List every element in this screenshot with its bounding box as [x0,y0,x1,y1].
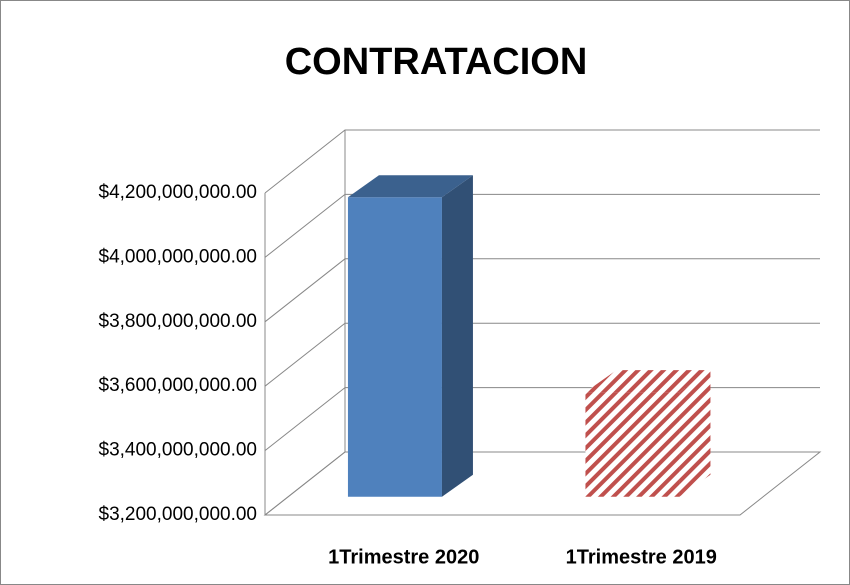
bar-side [679,370,711,497]
bar [585,370,711,497]
y-tick-label: $4,000,000,000.00 [99,246,258,267]
bar-top [347,175,473,198]
bar [347,175,473,497]
chart-title: CONTRATACION [285,41,588,83]
x-tick-label: 1Trimestre 2020 [328,546,479,568]
bar-side [441,175,473,497]
grid-line [264,193,820,258]
grid-line [264,322,820,387]
y-tick-label: $3,400,000,000.00 [99,440,258,461]
y-tick-label: $4,200,000,000.00 [99,182,258,203]
y-tick-label: $3,800,000,000.00 [99,311,258,332]
bar-front [585,392,680,497]
grid-line [264,129,820,194]
y-tick-label: $3,600,000,000.00 [99,375,258,396]
bar-front [347,197,442,497]
y-tick-label: $3,200,000,000.00 [99,504,258,525]
grid-line [264,258,820,323]
bar-top [585,370,711,393]
x-tick-label: 1Trimestre 2019 [566,546,717,568]
